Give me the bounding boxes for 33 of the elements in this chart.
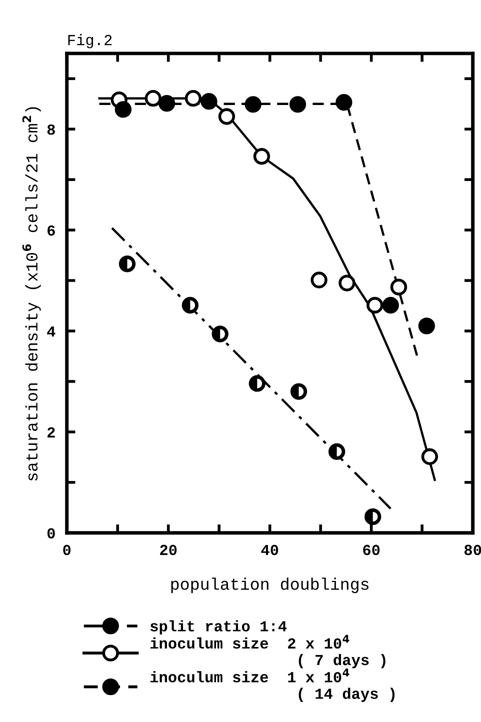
point <box>421 448 438 465</box>
legend-label: inoculum size 1 x 10$^{4}$ ( 14 days ) <box>150 668 395 702</box>
point <box>289 96 306 113</box>
point <box>253 148 270 165</box>
y-tick-label: 2 <box>47 427 55 438</box>
y-tick-label: 8 <box>47 124 55 135</box>
legend-label: split ratio 1:4 <box>150 620 287 634</box>
point <box>310 272 328 288</box>
x-tick-label: 60 <box>363 544 380 556</box>
point <box>184 90 202 107</box>
point <box>144 90 162 107</box>
y-tick-label: 0 <box>47 528 55 539</box>
point <box>382 296 399 314</box>
point <box>218 108 236 125</box>
point <box>158 95 176 112</box>
point <box>418 318 435 334</box>
point <box>366 296 384 314</box>
x-tick-label: 40 <box>261 544 278 556</box>
y-axis-title: saturation density (x10$^{6}$ cells/21 cm$^{2}$) <box>22 107 41 481</box>
chart-title: Fig.2 <box>68 34 112 48</box>
point <box>244 96 262 113</box>
x-tick-label: 20 <box>160 544 177 556</box>
point <box>114 101 132 118</box>
x-tick-label: 80 <box>464 544 481 556</box>
y-tick-label: 4 <box>47 326 56 337</box>
x-tick-label: 0 <box>63 544 71 556</box>
point <box>200 93 218 110</box>
point <box>336 94 352 111</box>
legend-label: inoculum size 2 x 10$^{4}$ ( 7 days ) <box>150 634 386 668</box>
y-tick-label: 6 <box>48 225 55 236</box>
point <box>390 278 408 296</box>
point <box>338 274 356 292</box>
x-axis-title: population doublings <box>171 578 368 594</box>
